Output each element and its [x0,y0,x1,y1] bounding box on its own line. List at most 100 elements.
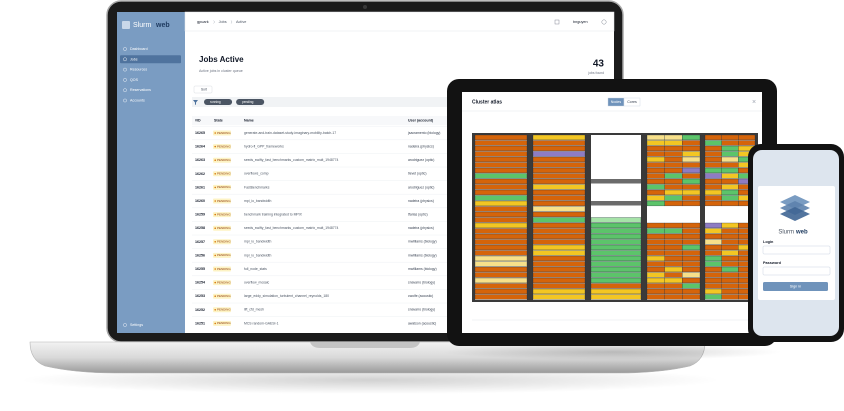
job-user: mwilliams (biology) [408,240,437,244]
sort-label[interactable]: Sort [201,87,207,91]
sidebar-icon [123,57,127,62]
job-id[interactable]: 16254 [195,281,205,285]
job-name[interactable]: generate-and-train-dataset-study-imagina… [244,131,336,135]
job-name[interactable]: MCS random-GAESI-1 [244,321,279,325]
node-cell [474,283,528,289]
node-cell [721,200,739,207]
column-header: #ID [195,118,201,122]
filter-chip[interactable] [236,99,265,105]
node-cell [532,134,586,141]
job-id[interactable]: 16257 [195,240,205,244]
sidebar-item[interactable]: Reservations [130,88,151,92]
state-badge [213,157,231,163]
job-id[interactable]: 16251 [195,321,205,325]
breadcrumb-sep [230,20,233,24]
filter-chip-label[interactable]: running [210,100,221,104]
close-icon[interactable]: × [752,99,756,106]
sidebar-item[interactable]: Jobs [130,57,138,61]
node-cell [474,195,528,201]
node-cell [474,211,528,218]
sign-in-button[interactable] [763,282,828,291]
toggle-label[interactable]: Nodes [611,100,622,104]
job-user: nadeira (physics) [408,144,434,148]
job-id[interactable]: 16262 [195,172,205,176]
sidebar-item[interactable]: QOS [130,78,139,82]
job-name[interactable]: hydro-fl_GPP_frameworks [244,144,284,148]
job-name[interactable]: lift_cfd_mesh [244,308,264,312]
node-cell [664,195,683,201]
job-name[interactable]: mpi_io_bandwidth [244,199,271,203]
logo-icon [122,21,130,29]
node-cell [532,206,586,212]
job-user: arodriguez (optic) [408,185,434,189]
node-cell [682,178,701,185]
login-input[interactable] [762,245,831,255]
job-name[interactable]: mpi_io_bandwidth [244,253,271,257]
node-cell [590,261,642,267]
state-badge [213,144,231,150]
sidebar-item[interactable]: Settings [130,323,143,327]
job-name[interactable]: overflows_comp [244,172,269,176]
job-state: PENDING [217,131,231,135]
sidebar-item[interactable]: Accounts [130,98,145,102]
password-input[interactable] [762,266,831,276]
job-id[interactable]: 16253 [195,294,205,298]
job-state: PENDING [217,294,231,298]
job-user: arodriguez (optic) [408,158,434,162]
node-cell [646,134,665,141]
toggle-label[interactable]: Cores [627,100,637,104]
node-cell [738,140,756,146]
logo-layer [780,207,810,221]
node-cell [664,145,683,152]
job-id[interactable]: 16261 [195,185,205,189]
node-cell [682,189,701,196]
node-cell [474,239,528,245]
job-id[interactable]: 16255 [195,267,205,271]
node-cell [532,140,586,146]
filter-chip-label[interactable]: pending [242,100,254,104]
node-cell [682,244,701,251]
job-id[interactable]: 16265 [195,131,205,135]
filter-chip[interactable] [204,99,233,105]
node-cell [590,277,642,284]
user-name[interactable]: bnguyen [573,20,588,24]
job-id[interactable]: 16256 [195,253,205,257]
job-id[interactable]: 16252 [195,308,205,312]
job-name[interactable]: large_eddy_simulation_turbulent_channel_… [244,294,329,298]
node-cell [664,250,683,256]
node-cell [704,134,722,141]
sidebar-item[interactable]: Resources [130,68,147,72]
state-badge [213,293,231,299]
sort-button[interactable] [193,85,213,94]
breadcrumb-item[interactable]: Jobs [219,20,227,24]
node-cell [532,244,586,251]
state-badge [213,171,231,177]
node-cell [664,228,683,234]
job-name[interactable]: full_node_stats [244,267,267,271]
node-cell [704,288,722,295]
sidebar-item[interactable]: Dashboard [130,47,148,51]
breadcrumb-item[interactable]: Active [236,20,246,24]
job-user: nadeira (physics) [408,226,434,230]
toggle-button[interactable] [623,97,641,107]
node-cell [704,156,722,163]
job-id[interactable]: 16263 [195,158,205,162]
job-id[interactable]: 16264 [195,145,205,149]
breadcrumb-item[interactable]: gpuark [197,20,209,24]
node-cell [646,255,665,262]
node-cell [646,140,665,146]
job-id[interactable]: 16259 [195,213,205,217]
job-name[interactable]: benchmark training integrated to MPIX [244,212,303,216]
node-cell [590,250,642,256]
job-state: PENDING [217,199,231,203]
job-name[interactable]: FastBenchmarks [244,185,270,189]
job-name[interactable]: mpi_io_bandwidth [244,240,271,244]
job-user: mwilliams (biology) [408,253,437,257]
job-name[interactable]: seeds_swifty_fast_benchmarks_custom_matr… [244,226,339,230]
node-cell [664,266,683,273]
job-id[interactable]: 16260 [195,199,205,203]
job-name[interactable]: seeds_swifty_fast_benchmarks_custom_matr… [244,158,339,162]
job-id[interactable]: 16258 [195,226,205,230]
sign-in-label[interactable]: Sign in [790,285,802,289]
job-name[interactable]: overflow_mosaic [244,280,270,284]
